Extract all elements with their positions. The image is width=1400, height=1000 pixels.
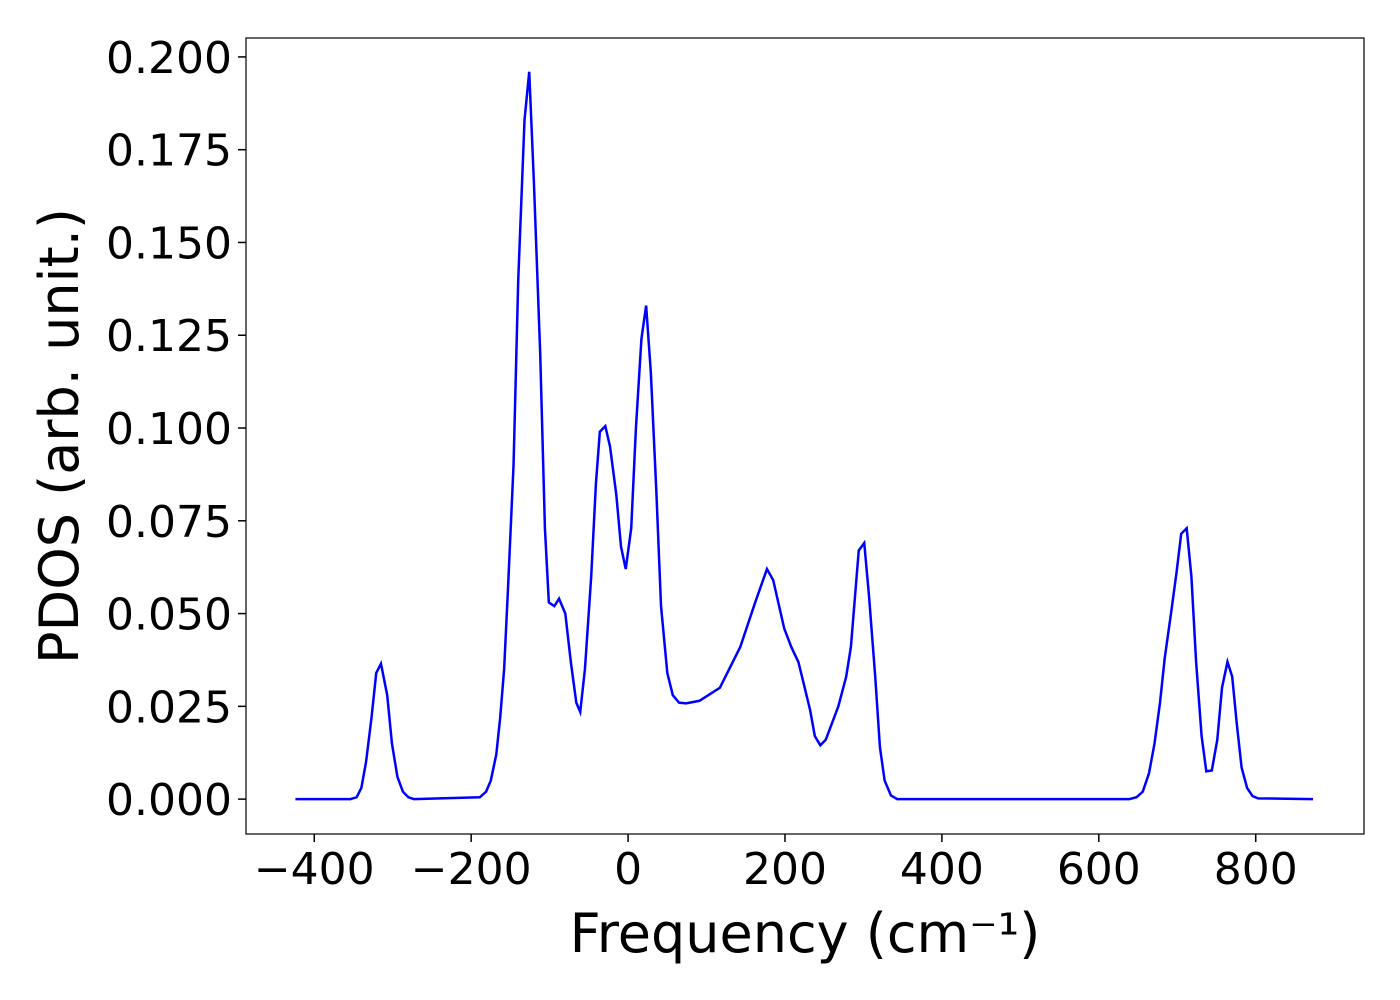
- x-tick-label: 800: [1214, 844, 1298, 895]
- y-tick-label: 0.025: [106, 682, 232, 733]
- x-tick-label: 600: [1057, 844, 1141, 895]
- plot-frame: [245, 37, 1365, 835]
- y-tick-label: 0.200: [106, 33, 232, 84]
- y-tick-label: 0.050: [106, 590, 232, 641]
- y-tick-label: 0.075: [106, 497, 232, 548]
- y-tick-label: 0.150: [106, 218, 232, 269]
- y-tick-label: 0.000: [106, 775, 232, 826]
- x-tick-label: −200: [411, 844, 532, 895]
- data-line: [295, 71, 1314, 801]
- x-tick-label: −400: [254, 844, 375, 895]
- x-tick-label: 400: [900, 844, 984, 895]
- y-tick-label: 0.125: [106, 311, 232, 362]
- x-tick-label: 200: [743, 844, 827, 895]
- y-axis-label: PDOS (arb. unit.): [28, 208, 91, 664]
- x-tick-label: 0: [614, 844, 642, 895]
- x-axis-label: Frequency (cm⁻¹): [570, 902, 1041, 965]
- y-tick-label: 0.100: [106, 404, 232, 455]
- y-tick-label: 0.175: [106, 126, 232, 177]
